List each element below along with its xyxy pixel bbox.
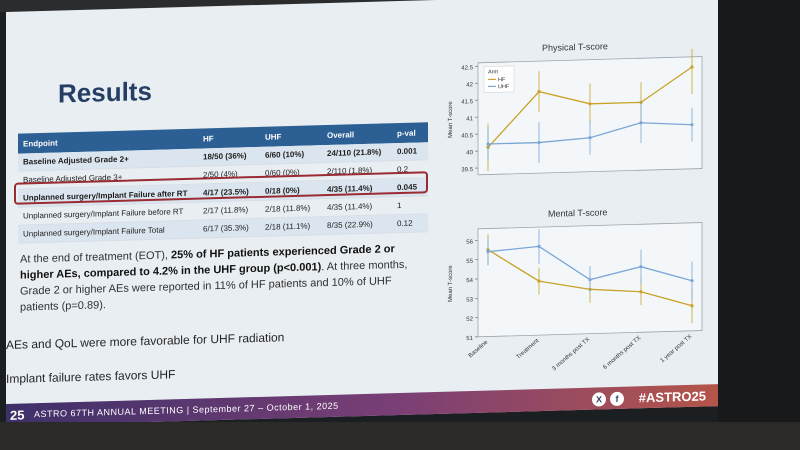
y-tick-label: 53: [466, 297, 473, 303]
data-point: [486, 250, 490, 254]
y-tick-label: 42.5: [461, 65, 473, 71]
data-point: [537, 244, 541, 248]
data-point: [537, 140, 541, 145]
physical-tscore-chart: 39.5 40 40.5 41 41.5 42 42.5 Mean T-score ArmHFU…: [448, 48, 703, 176]
x-icon: X: [592, 392, 606, 407]
data-point: [486, 142, 490, 146]
data-point: [639, 290, 643, 294]
data-point: [537, 279, 541, 283]
col-uhf: UHF: [260, 125, 322, 147]
y-tick-label: 40.5: [461, 133, 473, 139]
floor-edge: [0, 422, 800, 450]
bullet-implant: Implant failure rates favors UHF: [6, 367, 176, 386]
y-tick-label: 39.5: [461, 167, 473, 173]
table-cell: 8/35 (22.9%): [322, 214, 392, 235]
y-tick-label: 51: [466, 336, 473, 342]
mental-tscore-chart: 51 52 53 54 55 56 Mean T-score Baseline Treatmen…: [448, 222, 703, 373]
y-tick-label: 54: [466, 278, 473, 284]
table-cell: 18/50 (36%): [198, 146, 260, 167]
data-point: [588, 136, 592, 140]
slide-title: Results: [58, 75, 152, 109]
legend-entry: HF: [498, 77, 506, 83]
table-cell: 2/18 (11.8%): [260, 198, 322, 219]
table-cell: 0.001: [392, 142, 428, 161]
meeting-title: ASTRO 67TH ANNUAL MEETING | September 27…: [34, 400, 339, 420]
col-overall: Overall: [322, 123, 392, 146]
table-cell: 0.12: [392, 213, 428, 233]
data-point: [690, 123, 694, 127]
x-tick-label: Treatment: [516, 338, 541, 361]
table-cell: 6/17 (35.3%): [198, 218, 260, 239]
data-point: [588, 278, 592, 282]
hashtag: #ASTRO25: [638, 388, 706, 406]
col-hf: HF: [198, 126, 260, 149]
y-tick-label: 42: [466, 82, 473, 88]
data-point: [537, 90, 541, 94]
table-cell: 4/35 (11.4%): [322, 196, 392, 217]
x-tick-label: 1 year post TX: [660, 334, 694, 364]
x-tick-label: 6 months post TX: [602, 335, 642, 371]
table-cell: 2/17 (11.8%): [198, 200, 260, 221]
y-tick-label: 41.5: [461, 99, 473, 105]
data-point: [639, 265, 643, 269]
y-axis-label: Mean T-score: [448, 265, 454, 302]
dark-wall-right: [718, 0, 800, 450]
x-tick-label: 3 months post TX: [551, 337, 591, 373]
data-point: [690, 65, 694, 69]
table-cell: 2/18 (11.1%): [260, 216, 322, 237]
data-point: [588, 102, 592, 106]
data-point: [639, 121, 643, 125]
projected-slide: Results Endpoint HF UHF Overall p-val Ba…: [6, 0, 718, 427]
y-tick-label: 41: [466, 116, 473, 122]
bullet-aes: AEs and QoL were more favorable for UHF …: [6, 330, 285, 352]
table-cell: 24/110 (21.8%): [322, 143, 392, 163]
legend-entry: UHF: [498, 84, 510, 90]
para-text: At the end of treatment (EOT),: [20, 249, 172, 266]
y-tick-label: 55: [466, 259, 473, 265]
x-tick-label: Baseline: [468, 339, 490, 359]
data-point: [690, 304, 694, 308]
astro-logo: 25: [10, 407, 25, 423]
data-point: [690, 279, 694, 283]
y-tick-label: 56: [466, 240, 473, 246]
table-cell: Unplanned surgery/Implant Failure Total: [18, 220, 198, 244]
table-cell: 6/60 (10%): [260, 145, 322, 165]
col-pval: p-val: [392, 122, 428, 144]
y-tick-label: 52: [466, 317, 473, 323]
y-axis-label: Mean T-score: [448, 101, 454, 138]
footer-bar: 25 ASTRO 67TH ANNUAL MEETING | September…: [6, 384, 718, 427]
y-tick-label: 40: [466, 150, 473, 156]
legend-title: Arm: [488, 69, 498, 75]
facebook-icon: f: [610, 391, 624, 407]
table-cell: 1: [392, 195, 428, 215]
results-paragraph: At the end of treatment (EOT), 25% of HF…: [20, 241, 410, 316]
